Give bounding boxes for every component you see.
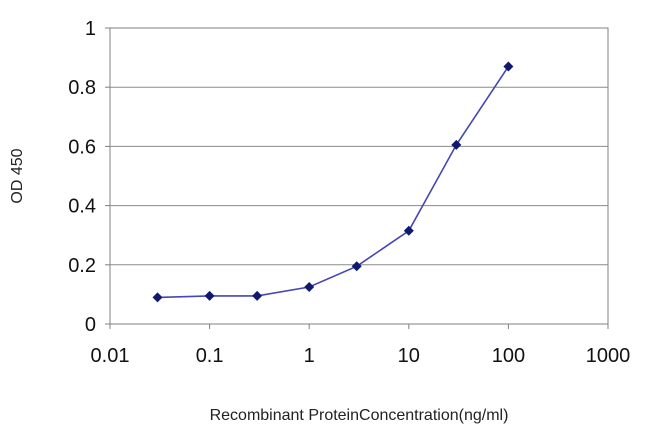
data-point: [503, 61, 514, 72]
y-tick-label: 1: [85, 18, 96, 40]
data-series: [152, 61, 514, 303]
data-point: [204, 290, 215, 301]
y-axis-label: OD 450: [9, 148, 26, 203]
series-line: [157, 66, 510, 299]
x-axis-label: Recombinant ProteinConcentration(ng/ml): [210, 407, 509, 424]
x-tick-label: 1000: [586, 345, 631, 367]
data-point: [252, 290, 263, 301]
y-tick-label: 0.8: [68, 77, 96, 99]
x-axis-ticks: 0.01 0.1 1 10 100 1000: [91, 324, 631, 367]
x-tick-label: 0.01: [91, 345, 130, 367]
x-tick-label: 0.1: [196, 345, 224, 367]
data-point: [152, 292, 163, 303]
y-tick-label: 0.2: [68, 255, 96, 277]
plot-area: [109, 27, 609, 325]
data-point: [351, 261, 362, 272]
x-tick-label: 10: [398, 345, 420, 367]
x-tick-label: 100: [492, 345, 525, 367]
data-point: [451, 139, 462, 150]
x-tick-label: 1: [304, 345, 315, 367]
y-tick-label: 0.4: [68, 196, 96, 218]
y-tick-label: 0: [85, 314, 96, 336]
data-point: [304, 282, 315, 292]
data-point: [403, 225, 414, 236]
y-tick-label: 0.6: [68, 136, 96, 158]
y-axis-ticks: 0 0.2 0.4 0.6 0.8 1: [68, 18, 110, 336]
